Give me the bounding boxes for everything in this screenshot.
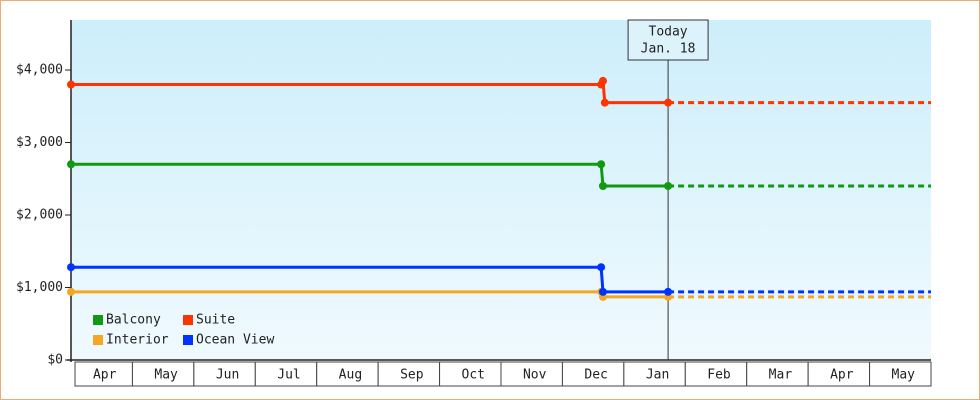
month-box (623, 361, 686, 387)
x-tick-label: Aug (339, 368, 362, 383)
point (67, 287, 75, 296)
today-box (627, 19, 709, 61)
x-tick-label: Nov (523, 368, 547, 383)
x-tick-label: Jul (277, 368, 300, 383)
month-box (316, 361, 379, 387)
legend-label: Interior (106, 333, 169, 348)
legend-label: Balcony (106, 313, 161, 328)
point (664, 98, 673, 107)
today-label: Today (649, 25, 688, 40)
legend-label: Suite (196, 313, 235, 328)
month-box (746, 361, 809, 387)
month-box (193, 361, 256, 387)
month-box (807, 361, 871, 387)
x-tick-label: Jun (216, 368, 239, 383)
x-tick-label: Apr (830, 368, 854, 383)
month-box (74, 361, 133, 387)
point (597, 160, 606, 169)
point (664, 182, 673, 191)
legend-swatch (93, 315, 103, 325)
point (600, 98, 609, 107)
today-date: Jan. 18 (641, 42, 696, 57)
x-tick-label: Mar (769, 368, 793, 383)
x-tick-label: Oct (462, 368, 485, 383)
point (67, 80, 75, 89)
legend-swatch (183, 315, 193, 325)
plot-area (71, 20, 931, 360)
month-box (131, 361, 195, 387)
y-tick-label: $1,000 (16, 280, 63, 295)
point (598, 76, 607, 85)
line-segment (599, 267, 605, 292)
y-tick-label: $0 (47, 353, 63, 368)
legend-label: Ocean View (196, 333, 274, 348)
legend-swatch (183, 335, 193, 345)
point (67, 263, 75, 272)
month-box (254, 361, 318, 387)
point (598, 182, 607, 191)
x-tick-label: Apr (93, 368, 117, 383)
x-tick-label: May (154, 368, 178, 383)
point (67, 160, 75, 169)
x-tick-label: Sep (400, 368, 424, 383)
legend-swatch (93, 335, 103, 345)
point (598, 287, 607, 296)
x-tick-label: Feb (707, 368, 731, 383)
point (597, 263, 606, 272)
point (664, 287, 673, 296)
x-tick-label: Jan (646, 368, 669, 383)
y-tick-label: $2,000 (16, 208, 63, 223)
x-tick-label: May (892, 368, 916, 383)
y-tick-label: $3,000 (16, 135, 63, 150)
x-tick-label: Dec (584, 368, 607, 383)
month-box (869, 361, 932, 387)
y-tick-label: $4,000 (16, 63, 63, 78)
month-box (500, 361, 563, 387)
